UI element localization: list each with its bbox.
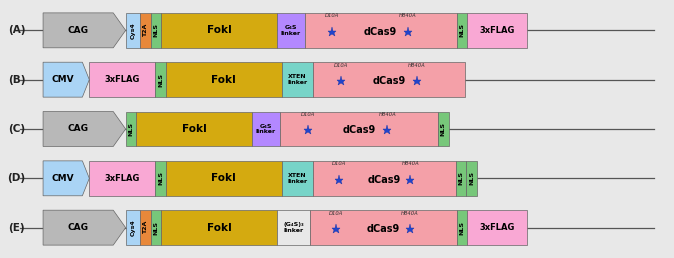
Text: 3xFLAG: 3xFLAG <box>479 223 514 232</box>
Text: H840A: H840A <box>408 63 425 68</box>
Text: NLS: NLS <box>441 122 446 136</box>
Text: H840A: H840A <box>379 112 396 117</box>
Text: (A): (A) <box>8 25 26 35</box>
Text: FokI: FokI <box>211 173 236 183</box>
Text: Cys4: Cys4 <box>130 219 135 236</box>
Bar <box>140 210 151 245</box>
Bar <box>313 62 465 97</box>
Text: NLS: NLS <box>460 221 464 235</box>
Bar <box>456 210 467 245</box>
Text: NLS: NLS <box>158 73 163 87</box>
Bar <box>467 210 526 245</box>
Text: CAG: CAG <box>67 223 89 232</box>
Bar <box>305 13 456 48</box>
Text: dCas9: dCas9 <box>367 224 400 234</box>
Text: (D): (D) <box>7 173 26 183</box>
Text: 3xFLAG: 3xFLAG <box>104 174 140 183</box>
Bar <box>438 111 449 147</box>
Text: D10A: D10A <box>325 13 339 18</box>
Bar <box>282 62 313 97</box>
Polygon shape <box>43 161 89 196</box>
Text: FokI: FokI <box>181 124 206 134</box>
Text: D10A: D10A <box>332 161 346 166</box>
Text: NLS: NLS <box>469 171 474 185</box>
Bar <box>166 161 282 196</box>
Text: 3xFLAG: 3xFLAG <box>479 26 514 35</box>
Text: 3xFLAG: 3xFLAG <box>104 75 140 84</box>
Bar <box>89 62 155 97</box>
Bar <box>277 210 310 245</box>
Text: H840A: H840A <box>401 211 419 216</box>
Bar <box>282 161 313 196</box>
Text: NLS: NLS <box>460 23 464 37</box>
Text: NLS: NLS <box>459 171 464 185</box>
Bar <box>456 13 467 48</box>
Bar <box>161 210 277 245</box>
Bar <box>136 111 252 147</box>
Bar <box>89 161 155 196</box>
Bar <box>252 111 280 147</box>
Text: G₄S
linker: G₄S linker <box>280 25 301 36</box>
Bar <box>161 13 277 48</box>
Text: D10A: D10A <box>334 63 348 68</box>
Text: XTEN
linker: XTEN linker <box>287 173 307 184</box>
Text: NLS: NLS <box>158 171 163 185</box>
Text: T2A: T2A <box>143 24 148 37</box>
Text: D10A: D10A <box>329 211 344 216</box>
Bar <box>310 210 456 245</box>
Text: dCas9: dCas9 <box>373 76 406 86</box>
Text: FokI: FokI <box>207 223 232 233</box>
Polygon shape <box>43 13 125 48</box>
Text: CAG: CAG <box>67 26 89 35</box>
Text: NLS: NLS <box>154 221 158 235</box>
Polygon shape <box>43 111 125 147</box>
Bar <box>166 62 282 97</box>
Bar <box>125 210 140 245</box>
Text: Cys4: Cys4 <box>130 22 135 39</box>
Text: H840A: H840A <box>401 161 419 166</box>
Text: dCas9: dCas9 <box>368 175 401 185</box>
Text: NLS: NLS <box>154 23 158 37</box>
Polygon shape <box>43 62 89 97</box>
Text: (C): (C) <box>8 124 25 134</box>
Text: (G₄S)₃
linker: (G₄S)₃ linker <box>283 222 304 233</box>
Bar <box>313 161 456 196</box>
Polygon shape <box>43 210 125 245</box>
Bar <box>151 13 161 48</box>
Text: XTEN
linker: XTEN linker <box>287 74 307 85</box>
Text: FokI: FokI <box>207 25 232 35</box>
Bar <box>125 111 136 147</box>
Bar <box>467 13 526 48</box>
Bar <box>140 13 151 48</box>
Text: dCas9: dCas9 <box>364 27 397 37</box>
Bar <box>466 161 477 196</box>
Text: (E): (E) <box>8 223 25 233</box>
Text: (B): (B) <box>8 75 26 85</box>
Bar <box>151 210 161 245</box>
Bar <box>155 62 166 97</box>
Text: FokI: FokI <box>211 75 236 85</box>
Text: CMV: CMV <box>51 75 74 84</box>
Text: D10A: D10A <box>301 112 315 117</box>
Text: CMV: CMV <box>51 174 74 183</box>
Text: NLS: NLS <box>129 122 133 136</box>
Bar <box>125 13 140 48</box>
Text: CAG: CAG <box>67 125 89 133</box>
Bar <box>280 111 438 147</box>
Text: H840A: H840A <box>399 13 417 18</box>
Text: G₄S
linker: G₄S linker <box>255 124 276 134</box>
Bar <box>456 161 466 196</box>
Text: dCas9: dCas9 <box>342 125 375 135</box>
Text: T2A: T2A <box>143 221 148 234</box>
Bar <box>277 13 305 48</box>
Bar <box>155 161 166 196</box>
